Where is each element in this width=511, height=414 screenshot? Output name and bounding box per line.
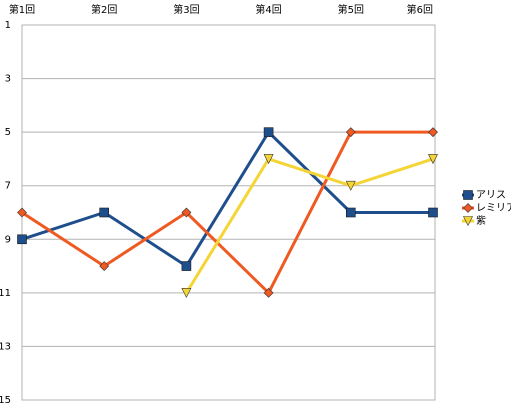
y-tick-label: 9 [5,234,11,245]
y-tick-label: 1 [5,20,11,31]
marker [428,207,438,218]
legend-label: アリス [476,190,506,201]
marker [263,127,274,137]
marker [345,127,356,138]
x-tick-label: 第3回 [173,3,199,16]
y-tick-label: 7 [5,181,11,192]
x-tick-label: 第2回 [91,3,117,16]
marker [463,190,473,200]
y-tick-label: 11 [0,288,11,299]
marker [181,261,192,271]
series-line [21,130,433,296]
x-tick-label: 第4回 [255,3,281,16]
marker [181,288,192,299]
x-tick-label: 第1回 [9,3,35,16]
y-tick-label: 15 [0,395,11,406]
marker [428,127,438,138]
marker [181,207,192,218]
series-line [185,157,434,294]
legend-label: 紫 [476,215,486,227]
marker [263,154,274,165]
marker [17,234,27,245]
x-tick-label: 第6回 [407,3,433,16]
marker [463,203,473,213]
marker [263,287,274,298]
x-tick-label: 第5回 [338,3,364,16]
marker [345,180,356,191]
marker [99,261,110,271]
marker [463,216,473,227]
legend-label: レミリア [476,203,511,214]
marker [345,207,356,218]
marker [428,154,438,165]
marker [17,207,27,218]
y-tick-label: 5 [5,127,11,138]
y-tick-label: 3 [5,74,11,85]
y-tick-label: 13 [0,341,11,352]
series-line [21,129,433,269]
marker [99,207,109,218]
